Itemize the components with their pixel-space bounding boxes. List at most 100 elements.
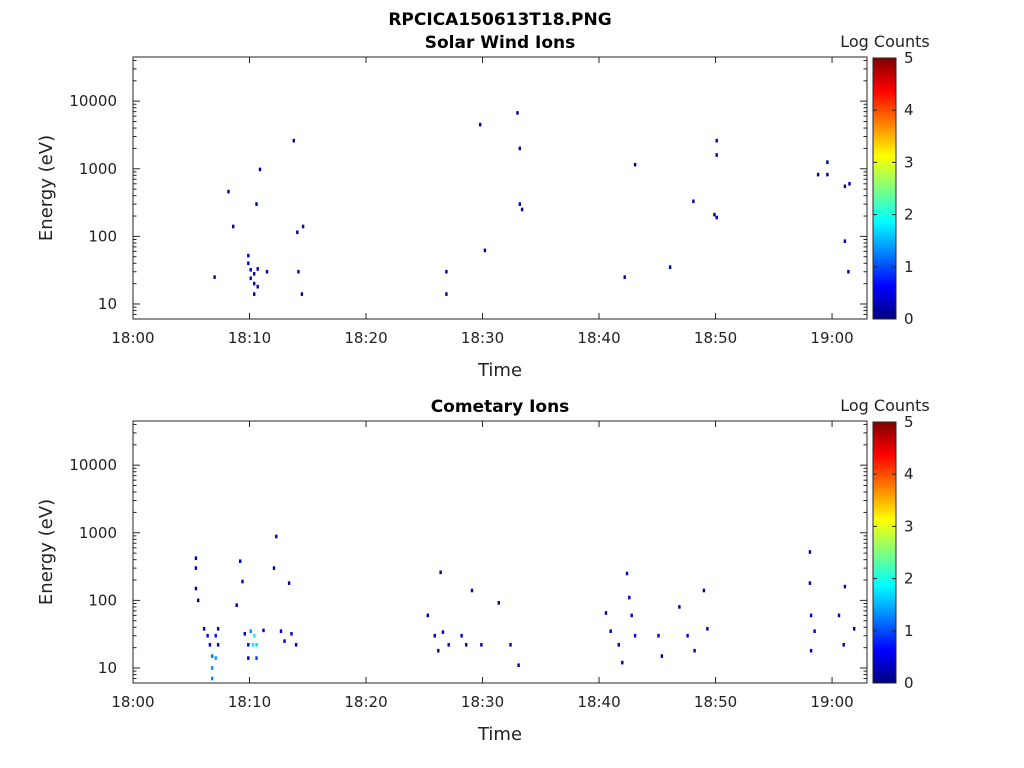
heatmap-cell xyxy=(249,629,252,633)
heatmap-cell xyxy=(256,284,259,289)
colorbar-tick-label: 3 xyxy=(904,517,914,535)
heatmap-cell xyxy=(633,162,637,167)
colorbar-ticks: 0 1 2 3 4 5 xyxy=(873,49,914,328)
heatmap-cell xyxy=(621,660,624,665)
heatmap-cell xyxy=(633,633,637,638)
heatmap-cell xyxy=(292,138,295,143)
x-tick-label: 18:20 xyxy=(344,693,387,711)
heatmap-cell xyxy=(247,261,250,266)
heatmap-cell xyxy=(625,571,629,576)
heatmap-cell xyxy=(255,656,258,660)
heatmap-cell xyxy=(301,224,305,229)
heatmap-cell xyxy=(678,605,681,609)
heatmap-cell xyxy=(253,633,256,638)
x-tick-label: 18:50 xyxy=(694,693,737,711)
heatmap-cell xyxy=(518,202,521,206)
heatmap-cell xyxy=(232,224,235,229)
x-tick-label: 18:40 xyxy=(577,329,620,347)
heatmap-cell xyxy=(206,633,209,638)
heatmap-cell xyxy=(211,654,214,658)
heatmap-cell xyxy=(213,275,216,279)
heatmap-cell xyxy=(826,172,829,177)
heatmap-cell xyxy=(480,643,483,647)
heatmap-cell xyxy=(283,639,286,643)
heatmap-cell xyxy=(253,281,256,286)
heatmap-cell xyxy=(216,627,220,631)
heatmap-cell xyxy=(465,643,468,647)
colorbar-tick-label: 1 xyxy=(904,622,914,640)
heatmap-cell xyxy=(813,629,816,633)
heatmap-cell xyxy=(445,269,448,274)
heatmap-cell xyxy=(843,239,847,243)
y-axis-label: Energy (eV) xyxy=(36,135,57,241)
heatmap-cell xyxy=(660,654,664,658)
heatmap-cell xyxy=(518,146,521,151)
y-tick-label: 1000 xyxy=(79,524,117,542)
colorbar-tick-label: 0 xyxy=(904,674,914,692)
panel-title: Solar Wind Ions xyxy=(425,33,576,53)
y-tick-label: 10 xyxy=(98,295,117,313)
heatmap-cells xyxy=(213,111,851,296)
heatmap-cell xyxy=(630,613,633,618)
heatmap-cell xyxy=(439,570,442,575)
x-tick-label: 18:00 xyxy=(111,329,154,347)
heatmap-cell xyxy=(497,601,500,605)
y-tick-label: 1000 xyxy=(79,160,117,178)
heatmap-cell xyxy=(843,184,847,189)
heatmap-cell xyxy=(253,272,256,276)
colorbar xyxy=(872,57,897,320)
colorbar-tick-label: 5 xyxy=(904,413,914,431)
y-tick-label: 100 xyxy=(88,591,117,609)
heatmap-cell xyxy=(249,276,252,281)
colorbar-tick-label: 5 xyxy=(904,49,914,67)
heatmap-cell xyxy=(296,230,299,235)
heatmap-cell xyxy=(194,556,198,560)
x-tick-label: 18:10 xyxy=(228,329,271,347)
heatmap-cell xyxy=(809,613,813,618)
heatmap-cell xyxy=(692,199,695,204)
heatmap-cell xyxy=(256,267,259,271)
heatmap-cell xyxy=(247,253,250,258)
heatmap-cell xyxy=(693,648,696,653)
colorbar-title: Log Counts xyxy=(840,396,930,415)
heatmap-cell xyxy=(214,633,217,638)
x-axis: 18:00 18:10 18:20 18:30 18:40 18:50 19:00 xyxy=(111,421,854,711)
y-axis-label: Energy (eV) xyxy=(36,499,57,605)
y-axis: 10 100 1000 10000 xyxy=(69,59,867,320)
heatmap-cell xyxy=(460,633,463,638)
heatmap-cell xyxy=(509,643,512,647)
heatmap-cell xyxy=(255,202,258,206)
x-tick-label: 18:30 xyxy=(461,693,504,711)
heatmap-cell xyxy=(426,613,429,618)
colorbar-ticks: 0 1 2 3 4 5 xyxy=(873,413,914,692)
heatmap-cell xyxy=(251,643,255,647)
heatmap-cell xyxy=(657,633,660,638)
heatmap-cell xyxy=(843,584,847,589)
colorbar xyxy=(872,421,897,684)
heatmap-cell xyxy=(241,579,244,584)
colorbar-tick-label: 2 xyxy=(904,570,914,588)
heatmap-cell xyxy=(715,215,718,220)
heatmap-cell xyxy=(826,160,829,164)
heatmap-cell xyxy=(808,550,812,554)
heatmap-cell xyxy=(294,643,298,647)
x-tick-label: 19:00 xyxy=(810,693,853,711)
heatmap-cell xyxy=(842,643,845,647)
heatmap-cell xyxy=(604,611,608,615)
heatmap-cell xyxy=(300,292,304,296)
heatmap-cell xyxy=(262,628,265,633)
heatmap-cell xyxy=(706,627,709,631)
heatmap-cell xyxy=(253,292,256,296)
heatmap-cell xyxy=(837,613,841,618)
heatmap-cell xyxy=(255,643,258,647)
x-axis-label: Time xyxy=(477,360,522,381)
colorbar-tick-label: 3 xyxy=(904,153,914,171)
heatmap-cell xyxy=(808,581,812,585)
heatmap-cell xyxy=(275,534,278,539)
heatmap-cell xyxy=(290,632,293,636)
y-axis: 10 100 1000 10000 xyxy=(69,423,867,684)
heatmap-cell xyxy=(447,643,450,647)
solar-wind-panel: Solar Wind Ions 18:00 18:10 18:20 18:30 18:4… xyxy=(36,32,930,381)
heatmap-cell xyxy=(249,268,252,272)
